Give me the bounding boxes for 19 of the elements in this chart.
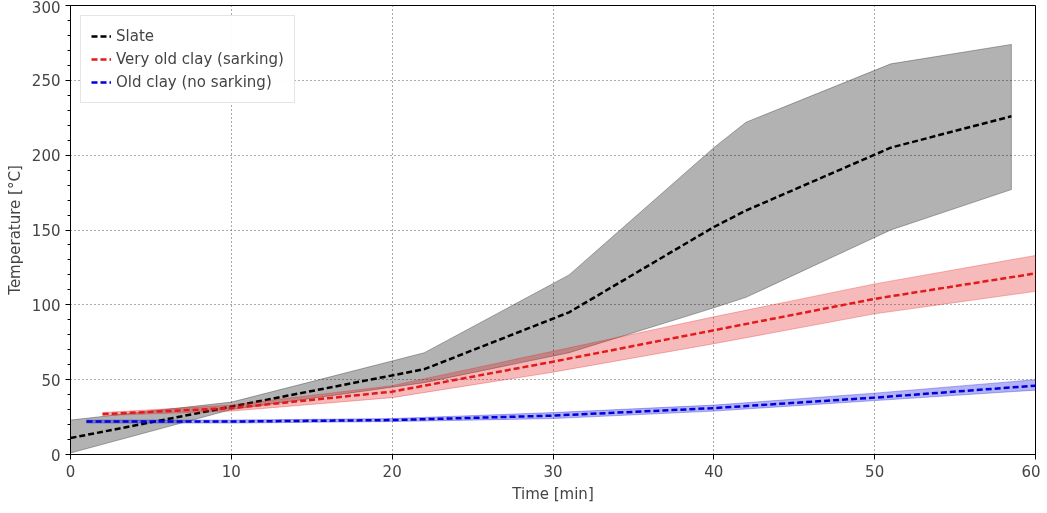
y-tick-label: 50 (41, 371, 61, 390)
x-axis-title: Time [min] (511, 484, 594, 503)
y-tick-label: 300 (31, 0, 61, 17)
legend-label: Old clay (no sarking) (116, 73, 272, 91)
x-tick-label: 50 (865, 462, 885, 481)
y-tick-label: 250 (31, 72, 61, 91)
x-tick-label: 0 (65, 462, 76, 481)
y-tick-label: 200 (31, 147, 61, 166)
y-tick-label: 0 (50, 446, 61, 465)
x-tick-label: 30 (543, 462, 563, 481)
y-axis-title: Temperature [°C] (5, 165, 24, 296)
x-tick-label: 10 (221, 462, 241, 481)
legend-label: Slate (116, 27, 154, 45)
x-tick-label: 60 (1021, 462, 1041, 481)
x-tick-label: 20 (382, 462, 402, 481)
x-tick-label: 40 (704, 462, 724, 481)
legend-label: Very old clay (sarking) (116, 50, 284, 68)
y-tick-label: 150 (31, 222, 61, 240)
y-tick-label: 100 (31, 296, 61, 315)
